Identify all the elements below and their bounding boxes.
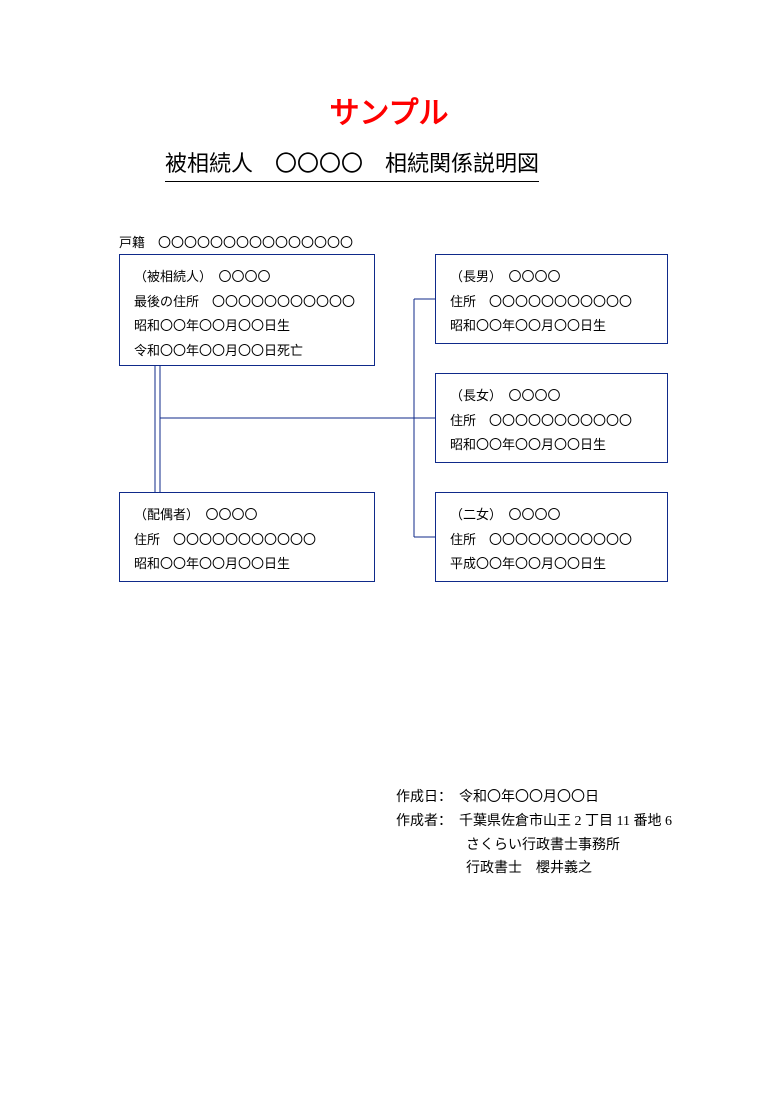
node-line: （長男） 〇〇〇〇 xyxy=(450,265,653,290)
sample-watermark: サンプル xyxy=(0,88,778,132)
koseki-label: 戸籍 〇〇〇〇〇〇〇〇〇〇〇〇〇〇〇 xyxy=(119,232,353,251)
node-line: 最後の住所 〇〇〇〇〇〇〇〇〇〇〇 xyxy=(134,290,360,315)
node-child-3: （二女） 〇〇〇〇住所 〇〇〇〇〇〇〇〇〇〇〇平成〇〇年〇〇月〇〇日生 xyxy=(435,492,668,582)
footer-line: 作成者： 千葉県佐倉市山王 2 丁目 11 番地 6 xyxy=(396,810,672,834)
footer-line: さくらい行政書士事務所 xyxy=(396,834,672,858)
node-line: 住所 〇〇〇〇〇〇〇〇〇〇〇 xyxy=(450,528,653,553)
node-line: （二女） 〇〇〇〇 xyxy=(450,503,653,528)
node-line: 住所 〇〇〇〇〇〇〇〇〇〇〇 xyxy=(134,528,360,553)
footer-line: 行政書士 櫻井義之 xyxy=(396,857,672,881)
node-line: （長女） 〇〇〇〇 xyxy=(450,384,653,409)
node-line: 住所 〇〇〇〇〇〇〇〇〇〇〇 xyxy=(450,290,653,315)
node-deceased: （被相続人） 〇〇〇〇最後の住所 〇〇〇〇〇〇〇〇〇〇〇昭和〇〇年〇〇月〇〇日生… xyxy=(119,254,375,366)
page-title: 被相続人 〇〇〇〇 相続関係説明図 xyxy=(165,146,539,182)
node-line: （配偶者） 〇〇〇〇 xyxy=(134,503,360,528)
footer-line: 作成日： 令和〇年〇〇月〇〇日 xyxy=(396,786,672,810)
node-line: 平成〇〇年〇〇月〇〇日生 xyxy=(450,552,653,577)
footer-block: 作成日： 令和〇年〇〇月〇〇日作成者： 千葉県佐倉市山王 2 丁目 11 番地 … xyxy=(396,786,672,881)
node-child-1: （長男） 〇〇〇〇住所 〇〇〇〇〇〇〇〇〇〇〇昭和〇〇年〇〇月〇〇日生 xyxy=(435,254,668,344)
node-line: 昭和〇〇年〇〇月〇〇日生 xyxy=(134,552,360,577)
node-line: 昭和〇〇年〇〇月〇〇日生 xyxy=(450,314,653,339)
node-child-2: （長女） 〇〇〇〇住所 〇〇〇〇〇〇〇〇〇〇〇昭和〇〇年〇〇月〇〇日生 xyxy=(435,373,668,463)
node-line: （被相続人） 〇〇〇〇 xyxy=(134,265,360,290)
node-line: 昭和〇〇年〇〇月〇〇日生 xyxy=(450,433,653,458)
node-spouse: （配偶者） 〇〇〇〇住所 〇〇〇〇〇〇〇〇〇〇〇昭和〇〇年〇〇月〇〇日生 xyxy=(119,492,375,582)
node-line: 令和〇〇年〇〇月〇〇日死亡 xyxy=(134,339,360,364)
node-line: 昭和〇〇年〇〇月〇〇日生 xyxy=(134,314,360,339)
node-line: 住所 〇〇〇〇〇〇〇〇〇〇〇 xyxy=(450,409,653,434)
